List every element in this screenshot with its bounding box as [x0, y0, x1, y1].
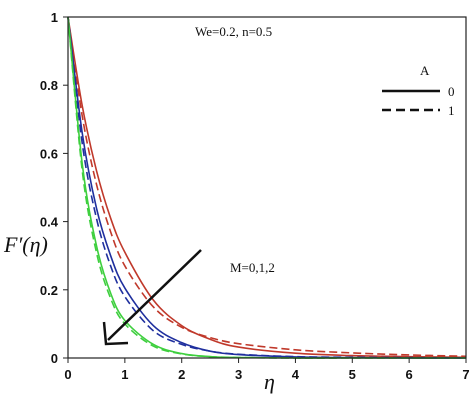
x-tick-label: 4 [292, 367, 300, 382]
series-line-m0-a1 [67, 16, 467, 358]
trend-arrow [102, 249, 202, 346]
x-axis-label: η [264, 369, 275, 394]
legend-label-1: 1 [448, 103, 455, 118]
y-tick-label: 0.4 [40, 215, 59, 230]
legend-label-0: 0 [448, 84, 455, 99]
x-tick-label: 2 [178, 367, 185, 382]
series-line-m0-a0 [67, 16, 467, 359]
x-tick-label: 0 [64, 367, 71, 382]
legend: A 0 1 [382, 63, 455, 118]
x-axis: 0 1 2 3 4 5 6 7 [64, 358, 470, 382]
x-tick-label: 1 [121, 367, 128, 382]
x-tick-label: 7 [462, 367, 469, 382]
y-tick-label: 0.6 [40, 146, 58, 161]
y-axis: 0 0.2 0.4 0.6 0.8 1 [40, 10, 68, 366]
x-tick-label: 3 [235, 367, 242, 382]
y-tick-label: 1 [51, 10, 58, 25]
x-tick-label: 5 [349, 367, 356, 382]
m-annotation: M=0,1,2 [230, 260, 275, 275]
legend-title: A [420, 63, 430, 78]
parameter-annotation: We=0.2, n=0.5 [195, 24, 272, 39]
y-tick-label: 0.8 [40, 78, 58, 93]
plot-frame [67, 16, 467, 359]
y-axis-label: F′(η) [3, 232, 48, 257]
y-tick-label: 0 [51, 351, 58, 366]
y-tick-label: 0.2 [40, 283, 58, 298]
x-tick-label: 6 [406, 367, 413, 382]
